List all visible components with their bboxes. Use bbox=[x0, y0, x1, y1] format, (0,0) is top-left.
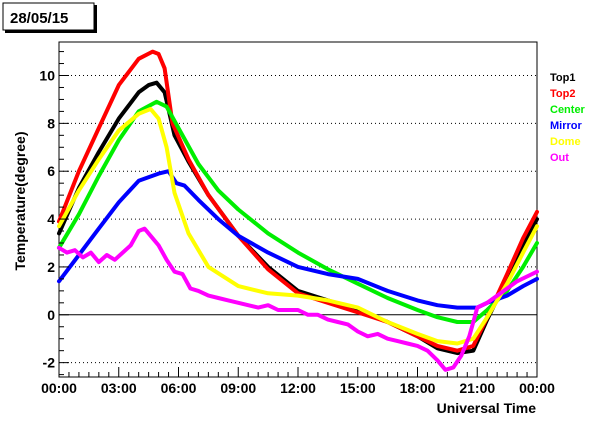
legend: Top1 Top2 Center Mirror Dome Out bbox=[550, 72, 586, 164]
y-tick-label: 10 bbox=[39, 68, 55, 84]
y-tick-label: 6 bbox=[47, 163, 55, 179]
y-tick-labels: -2 0 2 4 6 8 10 bbox=[39, 68, 55, 371]
plot-area bbox=[58, 41, 538, 378]
series-group bbox=[57, 49, 539, 372]
series-line-out bbox=[57, 226, 539, 372]
x-tick-label: 21:00 bbox=[459, 380, 495, 396]
legend-entry-out: Out bbox=[550, 152, 569, 164]
x-tick-label: 00:00 bbox=[41, 380, 77, 396]
legend-entry-top1: Top1 bbox=[550, 72, 575, 84]
y-tick-label: 8 bbox=[47, 115, 55, 131]
y-tick-label: 2 bbox=[47, 259, 55, 275]
x-tick-label: 09:00 bbox=[220, 380, 256, 396]
y-tick-label: -2 bbox=[43, 355, 56, 371]
series-line-dome bbox=[57, 107, 539, 346]
axis-ticks bbox=[58, 51, 538, 377]
x-tick-label: 06:00 bbox=[161, 380, 197, 396]
x-tick-label: 00:00 bbox=[519, 380, 555, 396]
x-tick-label: 18:00 bbox=[400, 380, 436, 396]
y-tick-label: 4 bbox=[47, 211, 55, 227]
date-label: 28/05/15 bbox=[10, 10, 68, 27]
x-axis-title: Universal Time bbox=[437, 400, 537, 416]
legend-entry-center: Center bbox=[550, 104, 586, 116]
legend-entry-top2: Top2 bbox=[550, 88, 575, 100]
x-tick-label: 12:00 bbox=[280, 380, 316, 396]
date-box: 28/05/15 bbox=[2, 2, 97, 33]
legend-entry-dome: Dome bbox=[550, 136, 581, 148]
x-tick-labels: 00:00 03:00 06:00 09:00 12:00 15:00 18:00 21:00… bbox=[41, 380, 555, 396]
x-tick-label: 03:00 bbox=[101, 380, 137, 396]
y-tick-label: 0 bbox=[47, 307, 55, 323]
series-line-top2 bbox=[57, 49, 539, 353]
x-tick-label: 15:00 bbox=[340, 380, 376, 396]
grid-lines bbox=[59, 75, 537, 364]
legend-entry-mirror: Mirror bbox=[550, 120, 583, 132]
y-axis-title: Temperature(degree) bbox=[12, 131, 28, 270]
